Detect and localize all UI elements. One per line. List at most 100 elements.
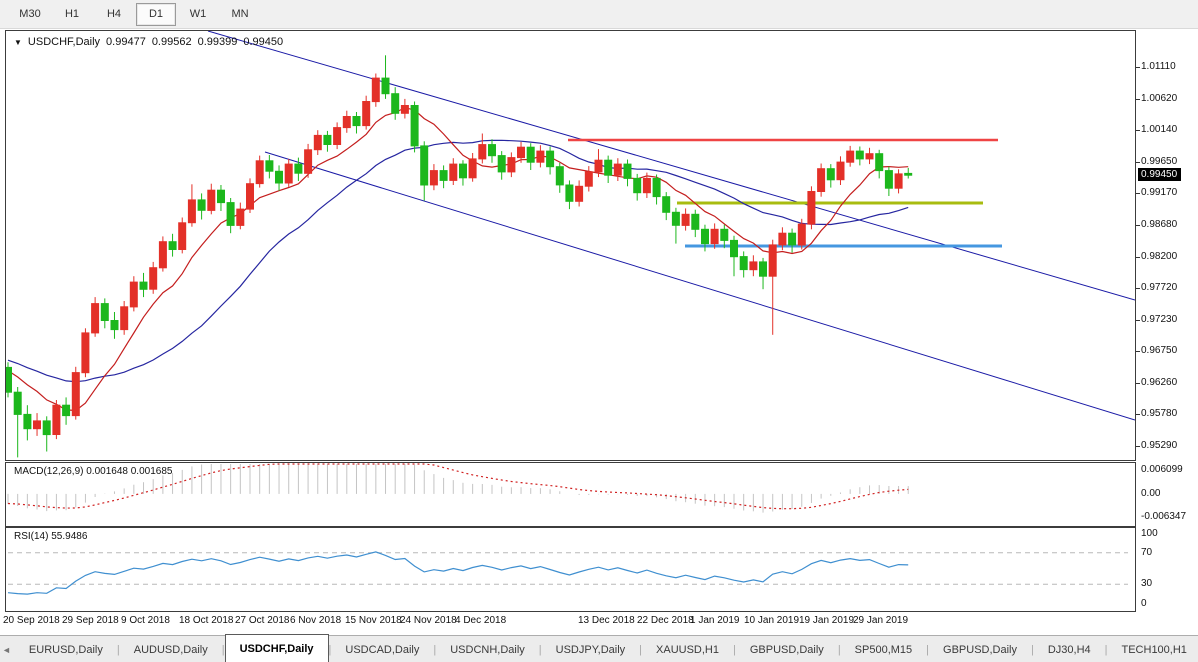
- tab-separator: |: [328, 643, 332, 656]
- date-label: 1 Jan 2019: [690, 615, 740, 626]
- timeframe-button-mn[interactable]: MN: [231, 8, 249, 20]
- tab-separator: |: [433, 643, 437, 656]
- rsi-label: RSI(14) 55.9486: [14, 531, 88, 542]
- macd-axis-label: 0.006099: [1141, 464, 1183, 475]
- rsi-axis-label: 30: [1141, 578, 1153, 589]
- macd-value-main: 0.001648: [86, 466, 128, 477]
- macd-axis-label: 0.00: [1141, 488, 1161, 499]
- macd-chart[interactable]: [6, 463, 1135, 526]
- date-label: 24 Nov 2018: [400, 615, 457, 626]
- date-label: 15 Nov 2018: [345, 615, 402, 626]
- timeframe-button-d1[interactable]: D1: [136, 2, 176, 26]
- tab-scroll-left-icon[interactable]: ◄: [2, 644, 11, 655]
- chart-tab-usdcad-3[interactable]: USDCAD,Daily: [345, 643, 420, 656]
- price-axis-label: 0.97230: [1141, 314, 1178, 325]
- price-tick: [1136, 446, 1140, 447]
- price-tick: [1136, 67, 1140, 68]
- price-axis-label: 0.99650: [1141, 156, 1178, 167]
- tab-separator: |: [538, 643, 542, 656]
- candlestick-chart[interactable]: [6, 31, 1135, 460]
- date-label: 13 Dec 2018: [578, 615, 635, 626]
- chart-tab-bar: ◄ EURUSD,Daily | AUDUSD,Daily | USDCHF,Daily…: [0, 634, 1198, 662]
- price-axis-label: 0.95290: [1141, 440, 1178, 451]
- date-label: 6 Nov 2018: [290, 615, 342, 626]
- timeframe-button-h4[interactable]: H4: [106, 8, 122, 20]
- date-label: 4 Dec 2018: [455, 615, 507, 626]
- date-label: 20 Sep 2018: [3, 615, 60, 626]
- ohlc-low: 0.99399: [197, 36, 238, 48]
- chart-tab-audusd-1[interactable]: AUDUSD,Daily: [133, 643, 208, 656]
- date-label: 29 Jan 2019: [853, 615, 909, 626]
- chart-tab-gbpusd-9[interactable]: GBPUSD,Daily: [943, 643, 1017, 656]
- price-axis-label: 1.00620: [1141, 93, 1178, 104]
- price-tick: [1136, 383, 1140, 384]
- date-label: 18 Oct 2018: [179, 615, 234, 626]
- chart-tab-usdchf-2[interactable]: USDCHF,Daily: [224, 634, 329, 662]
- rsi-chart[interactable]: [6, 528, 1135, 611]
- date-label: 29 Sep 2018: [62, 615, 119, 626]
- price-axis-label: 0.97720: [1141, 282, 1178, 293]
- rsi-value: 55.9486: [51, 531, 88, 542]
- price-axis-label: 0.96750: [1141, 345, 1178, 356]
- price-tick: [1136, 414, 1140, 415]
- chart-tab-eurusd-0[interactable]: EURUSD,Daily: [28, 643, 103, 656]
- price-tick: [1136, 288, 1140, 289]
- date-label: 22 Dec 2018: [637, 615, 694, 626]
- tab-separator: |: [1104, 643, 1108, 656]
- trend-channel-line-lower[interactable]: [264, 151, 1135, 421]
- tab-separator: |: [221, 643, 225, 656]
- ma-fast-line: [7, 107, 909, 412]
- rsi-axis-label: 70: [1141, 547, 1153, 558]
- timeframe-toolbar: M30 H1 H4 D1 W1 MN: [0, 0, 1198, 29]
- rsi-panel[interactable]: [5, 527, 1136, 612]
- date-label: 27 Oct 2018: [235, 615, 290, 626]
- price-axis-label: 0.96260: [1141, 377, 1178, 388]
- macd-signal-line: [7, 463, 909, 510]
- price-tick: [1136, 99, 1140, 100]
- timeframe-button-w1[interactable]: W1: [189, 8, 207, 20]
- price-tick: [1136, 162, 1140, 163]
- macd-axis-label: -0.006347: [1141, 511, 1187, 522]
- tab-separator: |: [926, 643, 930, 656]
- ohlc-close: 0.99450: [243, 36, 284, 48]
- price-tick: [1136, 225, 1140, 226]
- date-label: 19 Jan 2019: [799, 615, 855, 626]
- chart-tab-gbpusd-7[interactable]: GBPUSD,Daily: [749, 643, 824, 656]
- chart-header: ▼ USDCHF,Daily 0.99477 0.99562 0.99399 0…: [14, 36, 283, 48]
- tab-separator: |: [837, 643, 841, 656]
- date-label: 10 Jan 2019: [744, 615, 800, 626]
- price-chart-panel[interactable]: [5, 30, 1136, 461]
- date-label: 9 Oct 2018: [121, 615, 170, 626]
- tab-separator: |: [732, 643, 736, 656]
- price-axis-label: 0.98200: [1141, 251, 1178, 262]
- ohlc-open: 0.99477: [106, 36, 146, 48]
- price-axis-label: 0.99170: [1141, 187, 1178, 198]
- chart-tab-tech100-11[interactable]: TECH100,H1: [1121, 643, 1187, 656]
- price-tick: [1136, 257, 1140, 258]
- rsi-axis-label: 100: [1141, 528, 1158, 539]
- chart-tab-sp500-8[interactable]: SP500,M15: [854, 643, 913, 656]
- macd-label: MACD(12,26,9) 0.001648 0.001685: [14, 466, 173, 477]
- rsi-axis-label: 0: [1141, 598, 1147, 609]
- chart-symbol: USDCHF,Daily: [27, 36, 101, 48]
- current-price-badge: 0.99450: [1138, 168, 1182, 181]
- price-axis-label: 0.95780: [1141, 408, 1178, 419]
- symbol-dropdown-icon[interactable]: ▼: [14, 37, 22, 47]
- chart-tab-usdcnh-4[interactable]: USDCNH,Daily: [450, 643, 525, 656]
- price-tick: [1136, 130, 1140, 131]
- chart-tab-usdjpy-5[interactable]: USDJPY,Daily: [555, 643, 626, 656]
- ohlc-high: 0.99562: [151, 36, 192, 48]
- price-tick: [1136, 351, 1140, 352]
- price-axis-label: 1.01110: [1141, 61, 1176, 72]
- price-tick: [1136, 320, 1140, 321]
- trend-channel-line-upper[interactable]: [207, 31, 1135, 301]
- tab-separator: |: [116, 643, 120, 656]
- timeframe-button-m30[interactable]: M30: [19, 8, 41, 20]
- timeframe-button-h1[interactable]: H1: [64, 8, 80, 20]
- chart-tab-dj30-10[interactable]: DJ30,H4: [1047, 643, 1091, 656]
- price-axis-label: 0.98680: [1141, 219, 1178, 230]
- macd-panel[interactable]: [5, 462, 1136, 527]
- chart-tab-xauusd-6[interactable]: XAUUSD,H1: [656, 643, 719, 656]
- tab-separator: |: [1030, 643, 1034, 656]
